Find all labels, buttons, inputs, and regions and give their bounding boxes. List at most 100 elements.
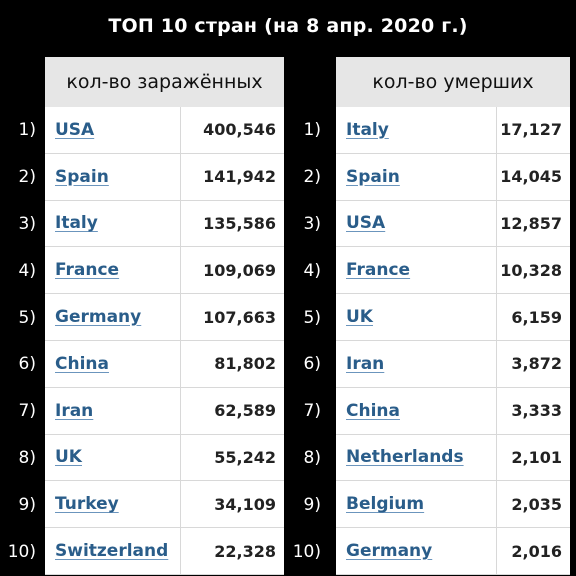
infected-count: 62,589 [214,401,276,421]
table-row: 3) USA 12,857 [291,200,576,248]
country-link[interactable]: France [55,260,120,281]
value-cell: 6,159 [497,294,570,341]
rank-label: 5) [303,307,321,328]
infected-count: 55,242 [214,447,276,467]
value-cell: 2,035 [497,481,570,529]
country-link[interactable]: UK [55,447,82,468]
country-link[interactable]: Germany [55,307,142,328]
infected-count: 34,109 [214,494,276,514]
table-row: 4) France 10,328 [291,247,576,295]
country-cell: USA [45,107,181,154]
country-cell: Belgium [336,481,497,529]
table-row: 4) France 109,069 [0,247,290,295]
value-cell: 400,546 [181,107,284,154]
value-cell: 34,109 [181,481,284,529]
deaths-count: 3,872 [511,354,562,374]
infected-count: 141,942 [203,167,276,187]
country-cell: Spain [45,153,181,201]
table-row: 7) Iran 62,589 [0,387,290,435]
table-row: 6) China 81,802 [0,340,290,388]
table-row: 5) Germany 107,663 [0,294,290,341]
rank-label: 2) [18,167,36,188]
table-row: 1) Italy 17,127 [291,107,576,154]
value-cell: 14,045 [497,153,570,201]
country-link[interactable]: Iran [346,353,385,374]
value-cell: 3,333 [497,387,570,435]
country-link[interactable]: Iran [55,400,94,421]
country-link[interactable]: USA [346,213,386,234]
rank-label: 3) [18,213,36,234]
country-link[interactable]: France [346,260,411,281]
country-link[interactable]: USA [55,119,95,140]
table-row: 8) Netherlands 2,101 [291,434,576,482]
table-row: 6) Iran 3,872 [291,340,576,388]
rank-label: 6) [18,354,36,375]
value-cell: 55,242 [181,434,284,482]
rank-label: 4) [18,260,36,281]
country-link[interactable]: UK [346,307,373,328]
country-cell: Switzerland [45,528,181,575]
value-cell: 2,016 [497,528,570,575]
country-link[interactable]: Italy [55,213,98,234]
page-title: ТОП 10 стран (на 8 апр. 2020 г.) [108,15,468,37]
rank-label: 2) [303,167,321,188]
table-row: 10) Switzerland 22,328 [0,528,290,575]
deaths-header: кол-во умерших [336,57,570,107]
country-link[interactable]: Belgium [346,494,425,515]
country-link[interactable]: Netherlands [346,447,464,468]
rank-label: 1) [303,120,321,141]
rank-label: 4) [303,260,321,281]
country-link[interactable]: Italy [346,119,389,140]
country-link[interactable]: Switzerland [55,541,169,562]
country-link[interactable]: China [346,400,400,421]
rank-label: 9) [18,494,36,515]
table-row: 9) Belgium 2,035 [291,481,576,529]
infected-rows: 1) USA 400,546 2) Spain 141,942 3) Italy 135,5… [0,107,290,575]
value-cell: 109,069 [181,247,284,295]
country-link[interactable]: China [55,353,109,374]
value-cell: 2,101 [497,434,570,482]
country-link[interactable]: Turkey [55,494,119,515]
rank-label: 7) [303,401,321,422]
country-cell: France [336,247,497,295]
country-cell: UK [336,294,497,341]
infected-count: 22,328 [214,541,276,561]
table-row: 2) Spain 14,045 [291,153,576,201]
infected-count: 135,586 [203,213,276,233]
rank-label: 8) [18,447,36,468]
rank-label: 10) [7,541,36,562]
country-link[interactable]: Spain [346,166,400,187]
table-row: 7) China 3,333 [291,387,576,435]
country-link[interactable]: Germany [346,541,433,562]
rank-label: 10) [292,541,321,562]
country-link[interactable]: Spain [55,166,109,187]
country-cell: Iran [336,340,497,388]
rank-label: 3) [303,213,321,234]
rank-label: 6) [303,354,321,375]
country-cell: France [45,247,181,295]
country-cell: Iran [45,387,181,435]
table-row: 9) Turkey 34,109 [0,481,290,529]
value-cell: 135,586 [181,200,284,248]
value-cell: 3,872 [497,340,570,388]
value-cell: 81,802 [181,340,284,388]
rank-label: 5) [18,307,36,328]
deaths-count: 3,333 [511,401,562,421]
table-row: 10) Germany 2,016 [291,528,576,575]
deaths-count: 2,101 [511,447,562,467]
deaths-count: 12,857 [500,213,562,233]
country-cell: UK [45,434,181,482]
table-row: 8) UK 55,242 [0,434,290,482]
deaths-count: 10,328 [500,260,562,280]
deaths-count: 2,035 [511,494,562,514]
rank-label: 1) [18,120,36,141]
infected-count: 81,802 [214,354,276,374]
value-cell: 12,857 [497,200,570,248]
value-cell: 141,942 [181,153,284,201]
rank-label: 9) [303,494,321,515]
country-cell: Germany [45,294,181,341]
deaths-count: 2,016 [511,541,562,561]
rank-label: 7) [18,401,36,422]
value-cell: 62,589 [181,387,284,435]
country-cell: Italy [336,107,497,154]
